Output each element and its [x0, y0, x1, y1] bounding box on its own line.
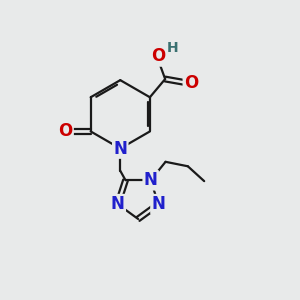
Text: N: N [111, 195, 125, 213]
Text: N: N [113, 140, 127, 158]
Text: O: O [184, 74, 198, 92]
Text: O: O [152, 47, 166, 65]
Text: O: O [58, 122, 73, 140]
Text: N: N [144, 171, 158, 189]
Text: N: N [152, 195, 165, 213]
Text: H: H [167, 41, 178, 55]
